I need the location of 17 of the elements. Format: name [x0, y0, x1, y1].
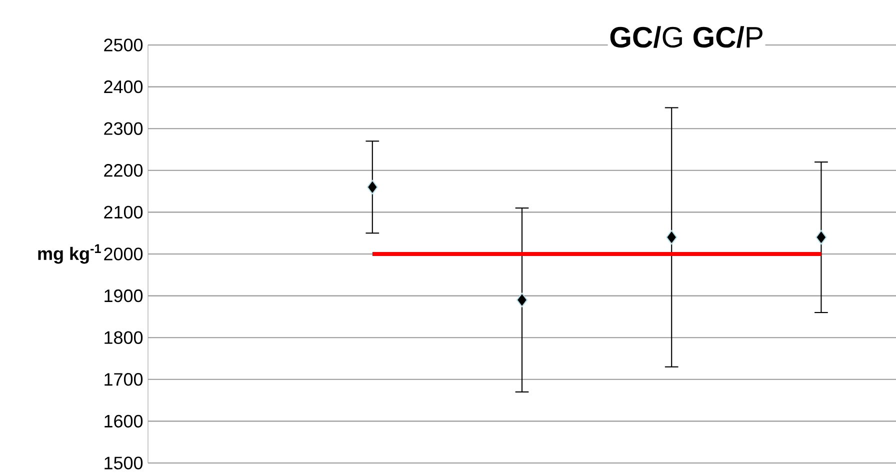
- point: [366, 180, 378, 194]
- point: [816, 230, 827, 244]
- point: [516, 292, 528, 308]
- y-tick-label: 2000: [104, 248, 143, 260]
- y-tick-label: 1600: [104, 414, 143, 428]
- y-tick-label: 1900: [104, 289, 143, 302]
- y-tick-label: 2500: [104, 38, 143, 52]
- chart-title: GC/G GC/P: [610, 26, 762, 48]
- point: [666, 230, 678, 244]
- y-tick-label: 2400: [104, 80, 143, 94]
- y-tick-label: 1800: [104, 331, 143, 344]
- y-tick-label: 1700: [104, 373, 143, 386]
- y-axis-title: mg kg$^{-1}$: [38, 244, 101, 264]
- y-tick-label: 2300: [104, 122, 143, 135]
- y-tick-label: 2100: [104, 206, 143, 219]
- y-tick-label: 1500: [104, 456, 143, 470]
- y-tick-label: 2200: [104, 164, 143, 177]
